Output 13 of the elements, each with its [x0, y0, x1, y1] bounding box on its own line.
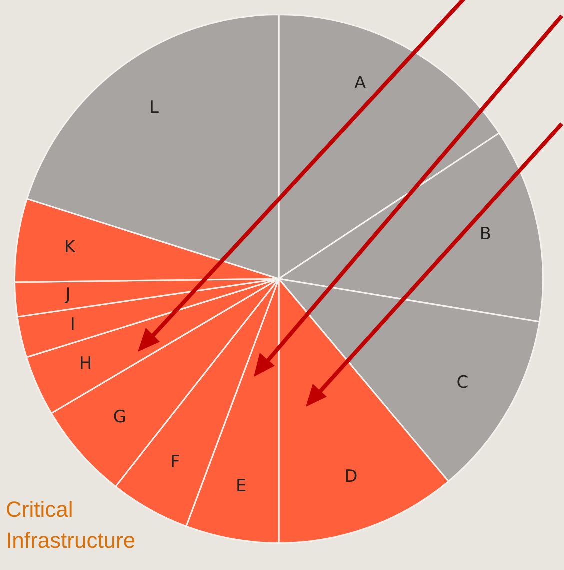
slice-label: D: [344, 467, 358, 488]
slice-label: L: [149, 98, 160, 118]
slice-label: J: [64, 285, 71, 306]
slice-label: G: [113, 408, 127, 428]
slice-label: I: [70, 315, 76, 336]
slice-label: B: [480, 224, 492, 244]
text: Critical Infrastructure: [6, 496, 137, 555]
slice-label: K: [64, 237, 76, 258]
slice-label: E: [236, 476, 247, 496]
slice-label: C: [456, 373, 469, 394]
slice-label: A: [354, 73, 366, 94]
slice-label: F: [170, 452, 180, 473]
slice-label: H: [79, 354, 92, 374]
